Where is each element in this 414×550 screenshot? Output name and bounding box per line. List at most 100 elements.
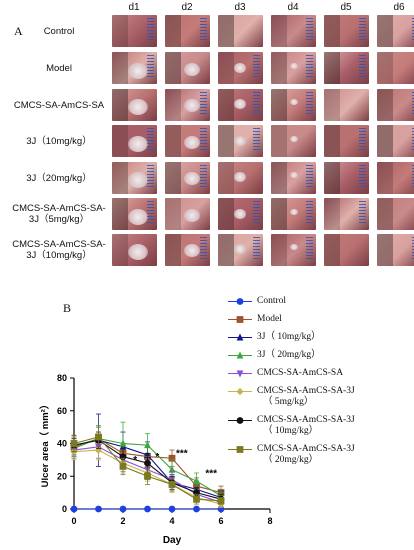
group-label: Model <box>46 62 72 74</box>
data-point <box>95 433 102 441</box>
wound-photo <box>271 162 316 194</box>
data-point <box>168 454 176 462</box>
wound-photo <box>112 89 157 121</box>
significance-marker: * <box>133 455 137 466</box>
legend-label: CMCS-SA-AmCS-SA-3J （ 20mg/kg） <box>257 444 355 465</box>
wound-photo <box>377 52 414 84</box>
wound-photo <box>324 89 369 121</box>
day-label-d6: d6 <box>393 2 405 13</box>
panel-b-label: B <box>63 301 72 315</box>
x-tick-label: 8 <box>267 516 272 526</box>
legend-swatch <box>228 387 252 396</box>
wound-photo <box>112 15 157 47</box>
wound-photo <box>271 89 316 121</box>
data-point <box>144 459 151 467</box>
wound-photo <box>377 198 414 230</box>
legend-swatch <box>228 316 252 323</box>
y-tick-label: 60 <box>57 406 67 416</box>
legend-label: Control <box>257 296 287 306</box>
data-point <box>119 463 127 470</box>
legend-swatch <box>228 370 252 378</box>
data-point <box>95 505 102 513</box>
legend-item: CMCS-SA-AmCS-SA-3J （ 10mg/kg） <box>226 415 414 437</box>
legend-item: CMCS-SA-AmCS-SA <box>226 368 414 379</box>
group-label: Control <box>43 25 75 37</box>
data-point <box>144 441 151 449</box>
legend-swatch <box>228 351 252 359</box>
legend-label: CMCS-SA-AmCS-SA <box>257 368 344 378</box>
day-label-d1: d1 <box>128 2 140 13</box>
legend-swatch <box>228 446 252 453</box>
wound-photo <box>324 52 369 84</box>
wound-photo <box>271 234 316 266</box>
wound-photo <box>377 15 414 47</box>
data-point <box>193 495 200 503</box>
wound-photo <box>218 162 263 194</box>
legend-swatch <box>228 333 252 341</box>
wound-photo <box>165 198 210 230</box>
group-label: 3J（10mg/kg） <box>26 135 92 147</box>
y-tick-label: 0 <box>62 504 67 514</box>
panel-a-label: A <box>14 24 23 38</box>
wound-photo <box>218 234 263 266</box>
legend-label: CMCS-SA-AmCS-SA-3J （ 10mg/kg） <box>257 415 355 436</box>
legend-item: 3J（ 10mg/kg） <box>226 332 414 343</box>
day-label-d5: d5 <box>340 2 352 13</box>
group-label: 3J（20mg/kg） <box>26 172 92 184</box>
wound-photo <box>165 125 210 157</box>
wound-photo <box>324 198 369 230</box>
y-tick-label: 80 <box>57 373 67 383</box>
wound-photo <box>218 15 263 47</box>
x-tick-label: 6 <box>218 516 223 526</box>
data-point <box>144 472 151 480</box>
wound-photo <box>377 89 414 121</box>
legend-label: 3J（ 10mg/kg） <box>257 332 321 342</box>
y-axis-label: Ulcer area（ mm²） <box>39 400 51 488</box>
wound-photo <box>271 125 316 157</box>
wound-photo <box>218 52 263 84</box>
wound-photo <box>165 52 210 84</box>
wound-photo <box>112 52 157 84</box>
wound-photo <box>324 162 369 194</box>
legend-item: CMCS-SA-AmCS-SA-3J （ 5mg/kg） <box>226 386 414 408</box>
group-label: CMCS-SA-AmCS-SA <box>13 99 105 111</box>
wound-photo <box>165 234 210 266</box>
data-point <box>193 505 200 513</box>
wound-photo <box>218 125 263 157</box>
group-label: CMCS-SA-AmCS-SA- 3J（5mg/kg） <box>12 203 106 225</box>
group-label: CMCS-SA-AmCS-SA- 3J（10mg/kg） <box>12 239 106 261</box>
legend-label: Model <box>257 314 282 324</box>
wound-photo <box>324 15 369 47</box>
legend-swatch <box>228 417 252 424</box>
data-point <box>144 505 151 513</box>
legend-item: 3J（ 20mg/kg） <box>226 350 414 361</box>
legend-label: 3J（ 20mg/kg） <box>257 350 321 360</box>
wound-photo <box>165 89 210 121</box>
data-point <box>168 505 176 513</box>
wound-photo <box>112 198 157 230</box>
wound-photo <box>377 162 414 194</box>
wound-photo <box>271 198 316 230</box>
data-point <box>70 505 78 513</box>
x-tick-label: 0 <box>71 516 76 526</box>
significance-marker: * <box>155 452 159 463</box>
significance-marker: *** <box>205 468 217 479</box>
wound-photo <box>271 15 316 47</box>
wound-photo <box>377 234 414 266</box>
x-axis-label: Day <box>163 535 182 546</box>
wound-photo <box>165 15 210 47</box>
wound-photo <box>165 162 210 194</box>
legend-item: CMCS-SA-AmCS-SA-3J （ 20mg/kg） <box>226 444 414 466</box>
x-tick-label: 2 <box>120 516 125 526</box>
legend-item: Control <box>226 296 414 307</box>
data-point <box>119 439 127 447</box>
y-tick-label: 40 <box>57 439 67 449</box>
wound-photo <box>324 125 369 157</box>
day-label-d3: d3 <box>234 2 246 13</box>
wound-photo <box>112 162 157 194</box>
wound-photo <box>218 198 263 230</box>
x-tick-label: 4 <box>169 516 174 526</box>
significance-marker: *** <box>176 449 188 460</box>
wound-photo <box>112 234 157 266</box>
legend-label: CMCS-SA-AmCS-SA-3J （ 5mg/kg） <box>257 386 355 407</box>
